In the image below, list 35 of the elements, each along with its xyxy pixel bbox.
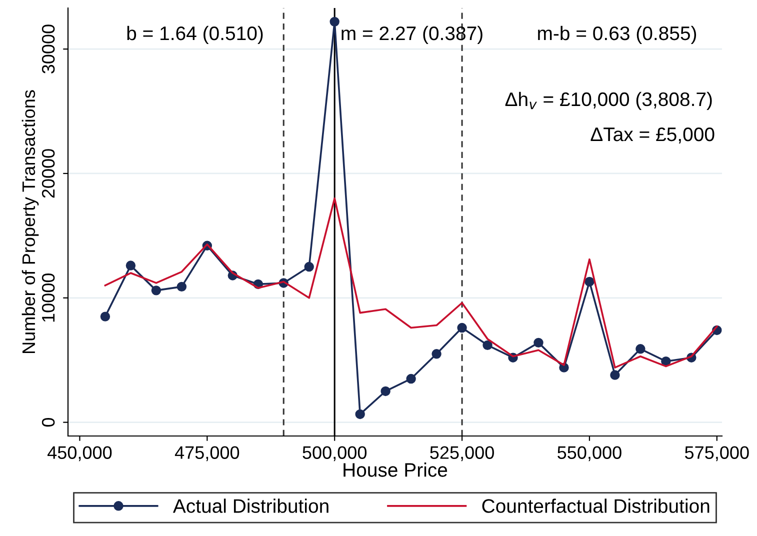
point xyxy=(355,409,365,420)
legend-label: Counterfactual Distribution xyxy=(482,498,710,513)
x-tick-label: 500,000 xyxy=(302,446,367,462)
x-tick-label: 575,000 xyxy=(684,446,749,462)
annotation: Δh$_{v}$ = £10,000 (3,808.7) xyxy=(505,92,712,110)
annotation: m = 2.27 (0.387) xyxy=(342,26,482,44)
x-tick-label: 525,000 xyxy=(430,446,494,462)
y-tick-label: 30000 xyxy=(42,24,55,74)
point xyxy=(126,260,136,270)
y-tick-label: 0 xyxy=(42,418,55,427)
annotation: m-b = 0.63 (0.855) xyxy=(538,26,696,44)
point xyxy=(534,338,544,348)
point xyxy=(380,386,390,396)
x-tick-label: 450,000 xyxy=(48,446,112,462)
point xyxy=(610,370,620,380)
x-tick-label: 550,000 xyxy=(558,446,622,462)
legend-label: Actual Distribution xyxy=(172,498,328,513)
point xyxy=(304,262,314,272)
point xyxy=(584,276,594,287)
point xyxy=(636,344,646,354)
point xyxy=(482,340,492,350)
x-axis-title: House Price xyxy=(344,462,448,477)
point xyxy=(330,16,340,27)
point xyxy=(100,312,110,322)
annotation: ΔTax = £5,000 xyxy=(590,127,714,144)
point xyxy=(432,349,442,359)
x-tick-label: 475,000 xyxy=(174,446,240,462)
point xyxy=(151,286,162,296)
point xyxy=(457,322,467,333)
annotation: b = 1.64 (0.510) xyxy=(127,26,263,44)
y-axis-title: Number of Property Transactions xyxy=(22,90,39,353)
point xyxy=(406,374,416,384)
point xyxy=(176,282,187,292)
y-tick-label: 20000 xyxy=(42,149,55,198)
y-tick-label: 10000 xyxy=(42,273,55,322)
